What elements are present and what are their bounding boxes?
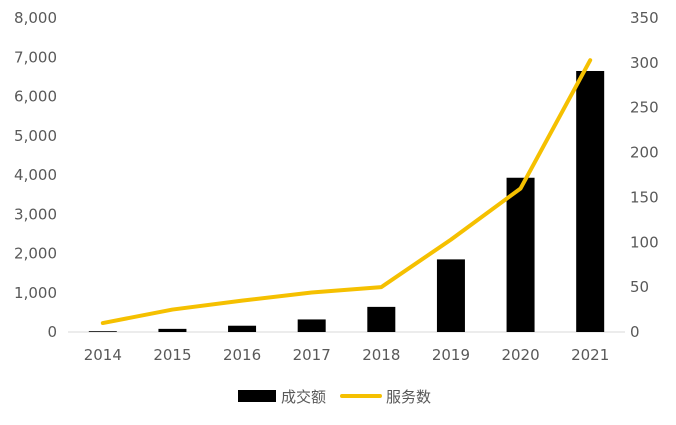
left-tick-label: 5,000 (14, 127, 57, 145)
bar-series (89, 71, 604, 332)
bar (437, 259, 465, 332)
left-tick-label: 8,000 (14, 9, 57, 27)
right-tick-label: 50 (630, 278, 649, 296)
x-tick-label: 2014 (84, 346, 122, 364)
right-tick-label: 250 (630, 99, 659, 117)
left-tick-label: 0 (47, 323, 57, 341)
x-tick-label: 2016 (223, 346, 261, 364)
right-tick-label: 350 (630, 9, 659, 27)
bar (228, 326, 256, 332)
legend-swatch-bar (238, 390, 276, 402)
x-tick-label: 2018 (362, 346, 400, 364)
right-tick-label: 100 (630, 233, 659, 251)
left-tick-label: 1,000 (14, 284, 57, 302)
legend-label-line: 服务数 (386, 388, 431, 406)
x-tick-label: 2017 (293, 346, 331, 364)
left-tick-label: 3,000 (14, 205, 57, 223)
bar (158, 329, 186, 332)
left-axis-ticks: 0 1,000 2,000 3,000 4,000 5,000 6,000 7,000 8,00… (14, 9, 57, 341)
bar (367, 307, 395, 332)
x-tick-label: 2019 (432, 346, 470, 364)
left-tick-label: 7,000 (14, 48, 57, 66)
left-tick-label: 4,000 (14, 166, 57, 184)
x-tick-label: 2020 (501, 346, 539, 364)
right-axis-ticks: 0 50 100 150 200 250 300 350 (630, 9, 659, 341)
x-tick-label: 2021 (571, 346, 609, 364)
left-tick-label: 2,000 (14, 245, 57, 263)
right-tick-label: 300 (630, 54, 659, 72)
x-tick-label: 2015 (153, 346, 191, 364)
legend: 成交额 服务数 (238, 388, 431, 406)
right-tick-label: 200 (630, 144, 659, 162)
x-axis-ticks: 2014 2015 2016 2017 2018 2019 2020 2021 (84, 346, 610, 364)
bar (576, 71, 604, 332)
right-tick-label: 0 (630, 323, 640, 341)
left-tick-label: 6,000 (14, 88, 57, 106)
right-tick-label: 150 (630, 188, 659, 206)
bar (89, 331, 117, 332)
legend-label-bar: 成交额 (281, 388, 326, 406)
bar (298, 319, 326, 332)
bar (507, 178, 535, 332)
